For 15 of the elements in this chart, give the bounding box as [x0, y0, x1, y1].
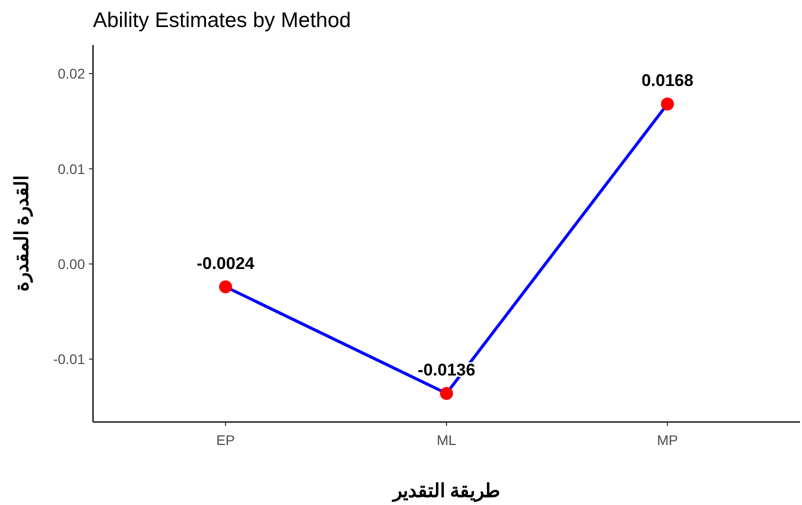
data-label: 0.0168 [641, 71, 694, 90]
y-tick-label: 0.01 [58, 160, 86, 177]
y-tick-label: 0.02 [58, 66, 86, 82]
x-tick-label: ML [436, 432, 456, 448]
x-axis-title: طريقة التقدير [390, 481, 500, 502]
y-tick-label: -0.01 [53, 351, 86, 368]
y-axis-title: القدرة المقدرة [12, 175, 33, 292]
point [440, 386, 453, 400]
x-tick-label: MP [656, 432, 678, 448]
x-tick-label: EP [216, 432, 235, 448]
data-label: -0.0024 [196, 254, 255, 273]
point [219, 280, 232, 294]
point [660, 98, 674, 111]
y-tick-label: 0.00 [58, 256, 86, 272]
chart-title: Ability Estimates by Method [93, 9, 351, 32]
